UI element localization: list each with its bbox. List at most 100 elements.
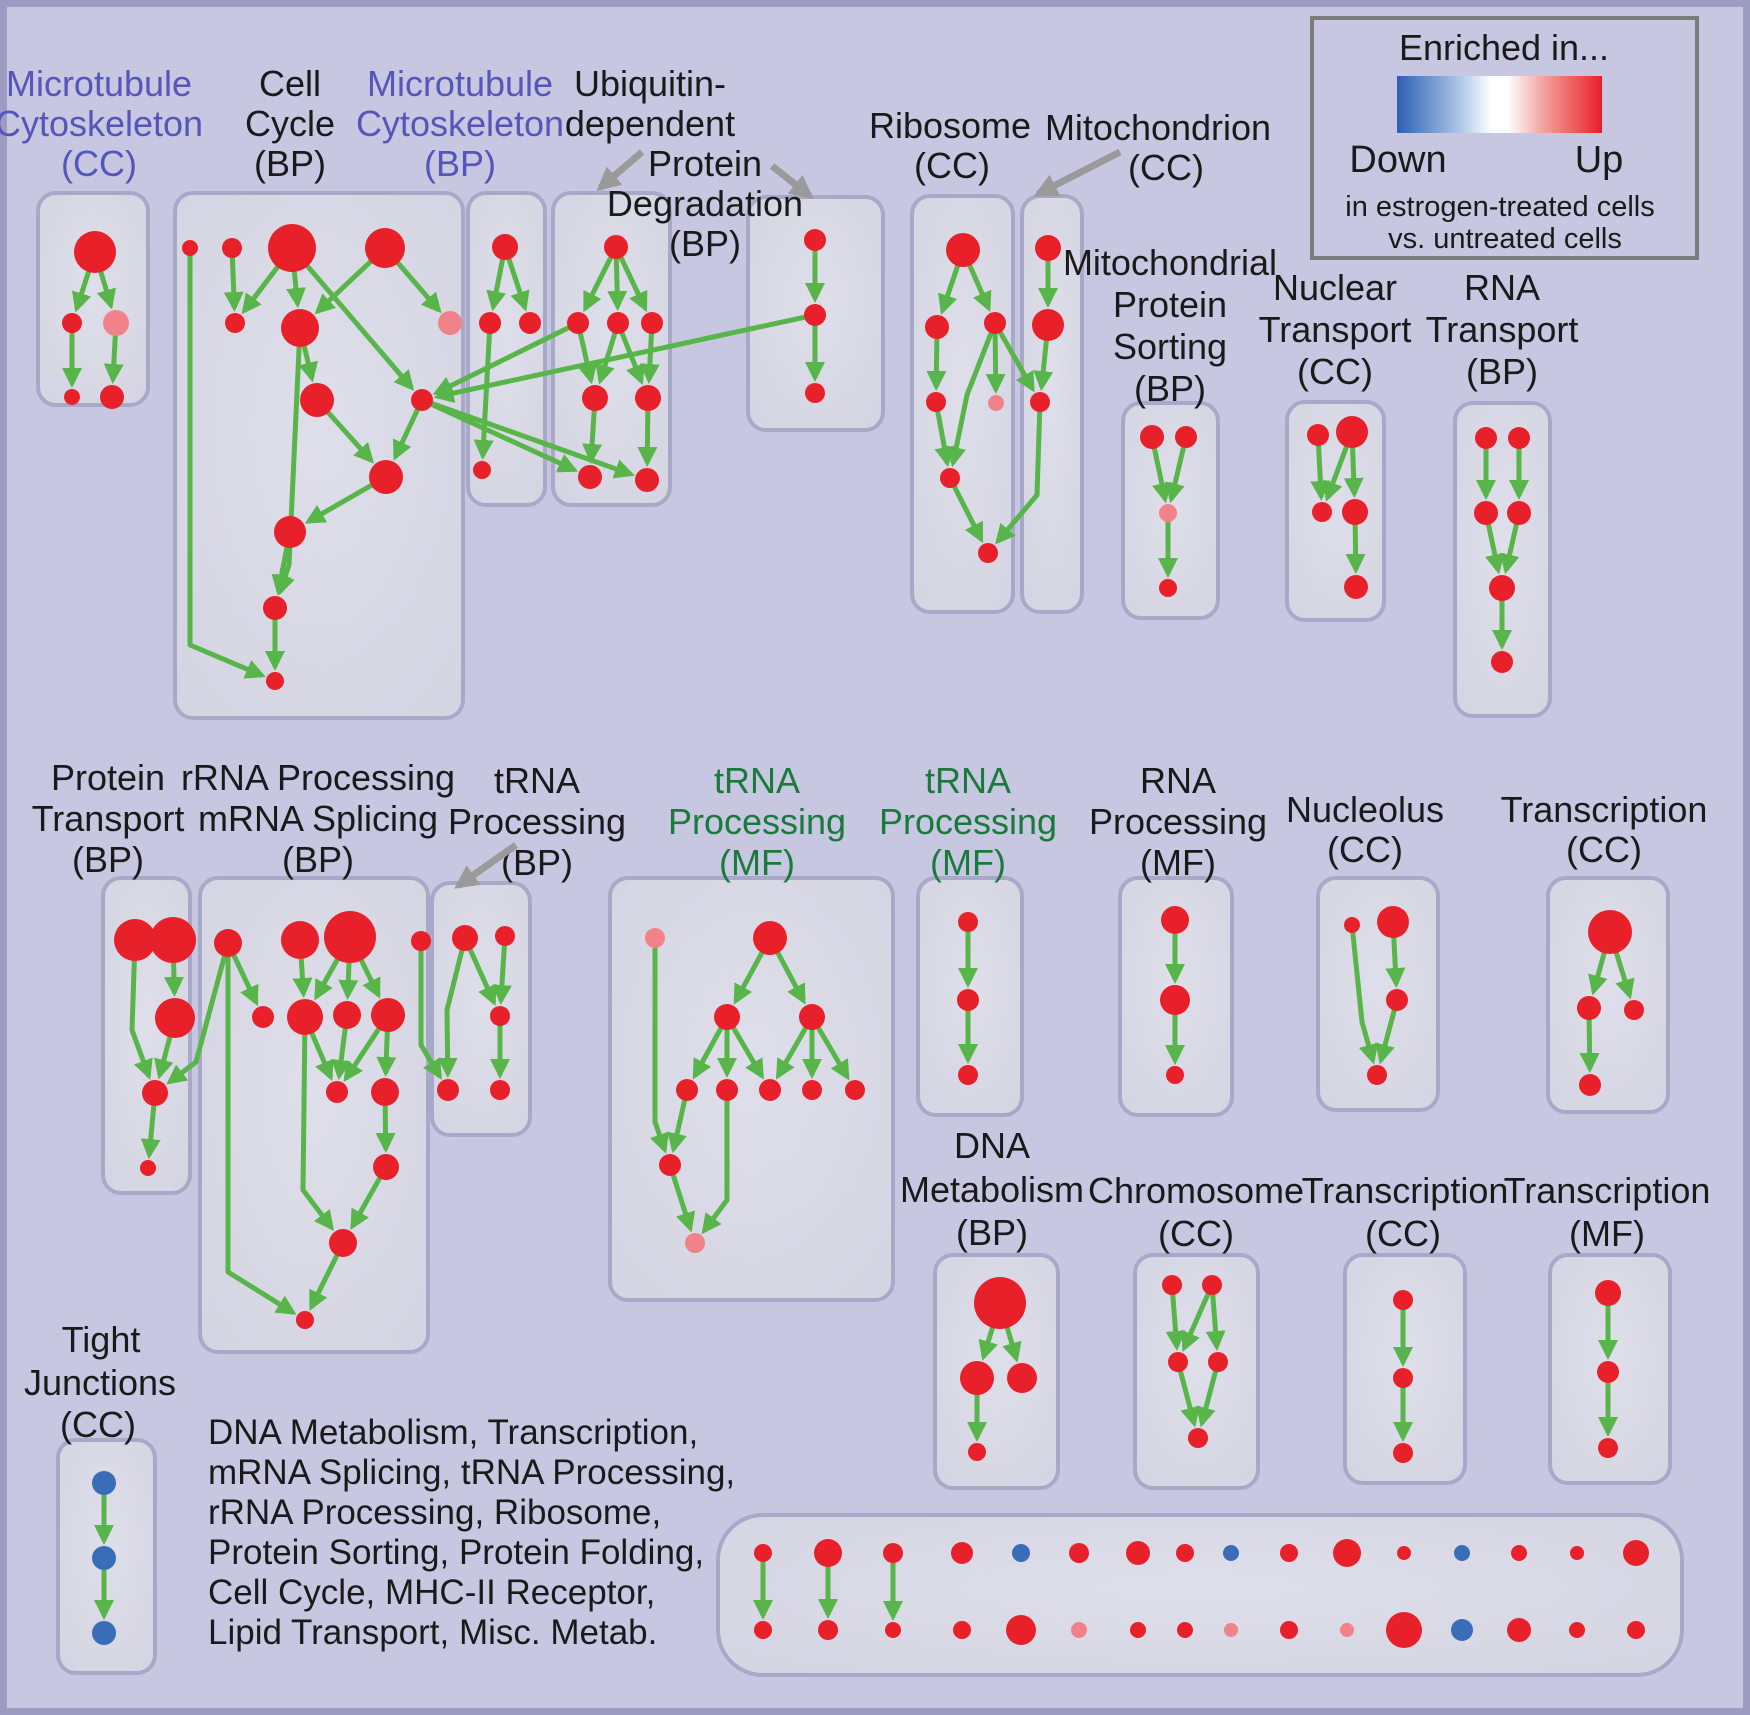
cluster-label-ribosome-cc-line1: Ribosome bbox=[869, 105, 1031, 146]
cluster-label-transcription-cc-upper-line2: (CC) bbox=[1566, 829, 1642, 870]
cluster-label-protein-transport-bp-line2: Transport bbox=[32, 798, 185, 839]
edge-cc1-cc12 bbox=[187, 248, 266, 679]
node-mt1 bbox=[1035, 235, 1061, 261]
node-m8t bbox=[1176, 1544, 1194, 1562]
legend-down-label: Down bbox=[1349, 139, 1446, 181]
node-rb5 bbox=[988, 395, 1004, 411]
edge-ch2-ch3 bbox=[1181, 1283, 1215, 1352]
node-m16t bbox=[1623, 1540, 1649, 1566]
node-nt4 bbox=[1342, 499, 1368, 525]
node-ue3 bbox=[805, 383, 825, 403]
edge-rb3-rb6 bbox=[946, 322, 998, 468]
edge-ch2-ch4 bbox=[1205, 1284, 1226, 1351]
edge-rb3-mt3 bbox=[992, 321, 1035, 393]
node-tc1 bbox=[1588, 910, 1632, 954]
node-tc4 bbox=[1579, 1074, 1601, 1096]
node-m15b bbox=[1569, 1622, 1585, 1638]
label-pointer-arrow-3 bbox=[1033, 148, 1122, 198]
cluster-label-mitochondrion-cc-line1: Mitochondrion bbox=[1045, 107, 1271, 148]
edge-rb6-rb7 bbox=[947, 476, 984, 544]
cluster-label-trna-processing-mf-large-line1: tRNA bbox=[714, 760, 800, 801]
node-t2b bbox=[1393, 1368, 1413, 1388]
cluster-label-ubiquitin-dependent-protein-degradation-bp-line2: dependent bbox=[565, 103, 735, 144]
node-rr4 bbox=[411, 931, 431, 951]
annotation-line-1: DNA Metabolism, Transcription, bbox=[208, 1413, 698, 1452]
legend-up-label: Up bbox=[1575, 139, 1624, 181]
node-ub4 bbox=[641, 312, 663, 334]
node-mb4 bbox=[473, 461, 491, 479]
node-tj3 bbox=[92, 1621, 116, 1645]
node-m4b bbox=[953, 1621, 971, 1639]
legend-border bbox=[1310, 16, 1699, 260]
edge-k10-k11 bbox=[667, 1164, 696, 1233]
cluster-label-rna-processing-mf-line2: Processing bbox=[1089, 801, 1267, 842]
node-pt1 bbox=[114, 919, 156, 961]
node-ub6 bbox=[635, 385, 661, 411]
node-mcc2 bbox=[62, 313, 82, 333]
cluster-box-transcription-cc-upper bbox=[1546, 876, 1670, 1114]
node-rr10 bbox=[371, 1078, 399, 1106]
edge-rr4-tb4 bbox=[418, 941, 442, 1080]
annotation-line-4: Protein Sorting, Protein Folding, bbox=[208, 1533, 704, 1572]
node-rt4 bbox=[1507, 501, 1531, 525]
node-rr11 bbox=[373, 1154, 399, 1180]
node-mcc3 bbox=[103, 310, 129, 336]
cluster-label-trna-processing-mf-large-line2: Processing bbox=[668, 801, 846, 842]
node-rb2 bbox=[925, 315, 949, 339]
node-mb2 bbox=[479, 312, 501, 334]
node-mcc5 bbox=[100, 385, 124, 409]
node-ch5 bbox=[1188, 1428, 1208, 1448]
node-nt5 bbox=[1344, 575, 1368, 599]
node-rr1 bbox=[214, 929, 242, 957]
cluster-label-rna-processing-mf-line3: (MF) bbox=[1140, 842, 1216, 883]
node-dm1 bbox=[974, 1277, 1026, 1329]
cluster-label-dna-metabolism-bp-line3: (BP) bbox=[956, 1212, 1028, 1253]
cluster-label-mitochondrial-protein-sorting-bp-line3: Sorting bbox=[1113, 326, 1227, 367]
edge-rb4-rb6 bbox=[933, 401, 955, 468]
node-rr7 bbox=[333, 1001, 361, 1029]
node-k10 bbox=[659, 1154, 681, 1176]
node-m11t bbox=[1333, 1539, 1361, 1567]
node-pt3 bbox=[155, 998, 195, 1038]
node-ch1 bbox=[1162, 1275, 1182, 1295]
cluster-label-rrna-processing-mrna-splicing-bp-line3: (BP) bbox=[282, 839, 354, 880]
node-tb5 bbox=[490, 1080, 510, 1100]
node-m1b bbox=[754, 1621, 772, 1639]
node-nc1 bbox=[1344, 917, 1360, 933]
node-rb6 bbox=[940, 468, 960, 488]
node-m8b bbox=[1177, 1622, 1193, 1638]
edge-ub2-cchub bbox=[432, 320, 580, 396]
node-k5 bbox=[676, 1079, 698, 1101]
cluster-label-protein-transport-bp-line3: (BP) bbox=[72, 839, 144, 880]
node-k2 bbox=[753, 921, 787, 955]
labels-layer: MicrotubuleCytoskeleton(CC)CellCycle(BP)… bbox=[0, 63, 1710, 1652]
cluster-label-cell-cycle-bp-line3: (BP) bbox=[254, 143, 326, 184]
cluster-box-dna-metabolism-bp bbox=[933, 1253, 1060, 1490]
node-cc9 bbox=[369, 460, 403, 494]
node-ub2 bbox=[567, 312, 589, 334]
cluster-box-misc-terms-strip bbox=[716, 1513, 1684, 1677]
node-tc3 bbox=[1624, 1000, 1644, 1020]
cluster-label-rna-transport-bp-line3: (BP) bbox=[1466, 351, 1538, 392]
cluster-label-ubiquitin-dependent-protein-degradation-bp-line1: Ubiquitin- bbox=[574, 63, 726, 104]
node-ue1 bbox=[804, 229, 826, 251]
cluster-label-transcription-mf-line1: Transcription bbox=[1504, 1170, 1711, 1211]
cluster-label-transcription-cc-lower-line2: (CC) bbox=[1365, 1213, 1441, 1254]
node-tj2 bbox=[92, 1546, 116, 1570]
edge-cchub-ub8 bbox=[421, 397, 635, 479]
node-k7 bbox=[759, 1079, 781, 1101]
annotation-line-5: Cell Cycle, MHC-II Receptor, bbox=[208, 1573, 655, 1612]
cluster-label-trna-processing-mf-large-line3: (MF) bbox=[719, 842, 795, 883]
annotation-line-3: rRNA Processing, Ribosome, bbox=[208, 1493, 661, 1532]
node-t3 bbox=[958, 1065, 978, 1085]
node-rt3 bbox=[1474, 501, 1498, 525]
node-cc3 bbox=[268, 224, 316, 272]
node-k6 bbox=[716, 1079, 738, 1101]
cluster-label-mitochondrial-protein-sorting-bp-line4: (BP) bbox=[1134, 368, 1206, 409]
cluster-label-ubiquitin-dependent-protein-degradation-bp-line3: Protein bbox=[648, 143, 762, 184]
cluster-box-cell-cycle-bp bbox=[173, 191, 465, 720]
node-m10t bbox=[1280, 1544, 1298, 1562]
node-m7b bbox=[1130, 1622, 1146, 1638]
node-pt5 bbox=[140, 1160, 156, 1176]
node-cc8 bbox=[300, 383, 334, 417]
